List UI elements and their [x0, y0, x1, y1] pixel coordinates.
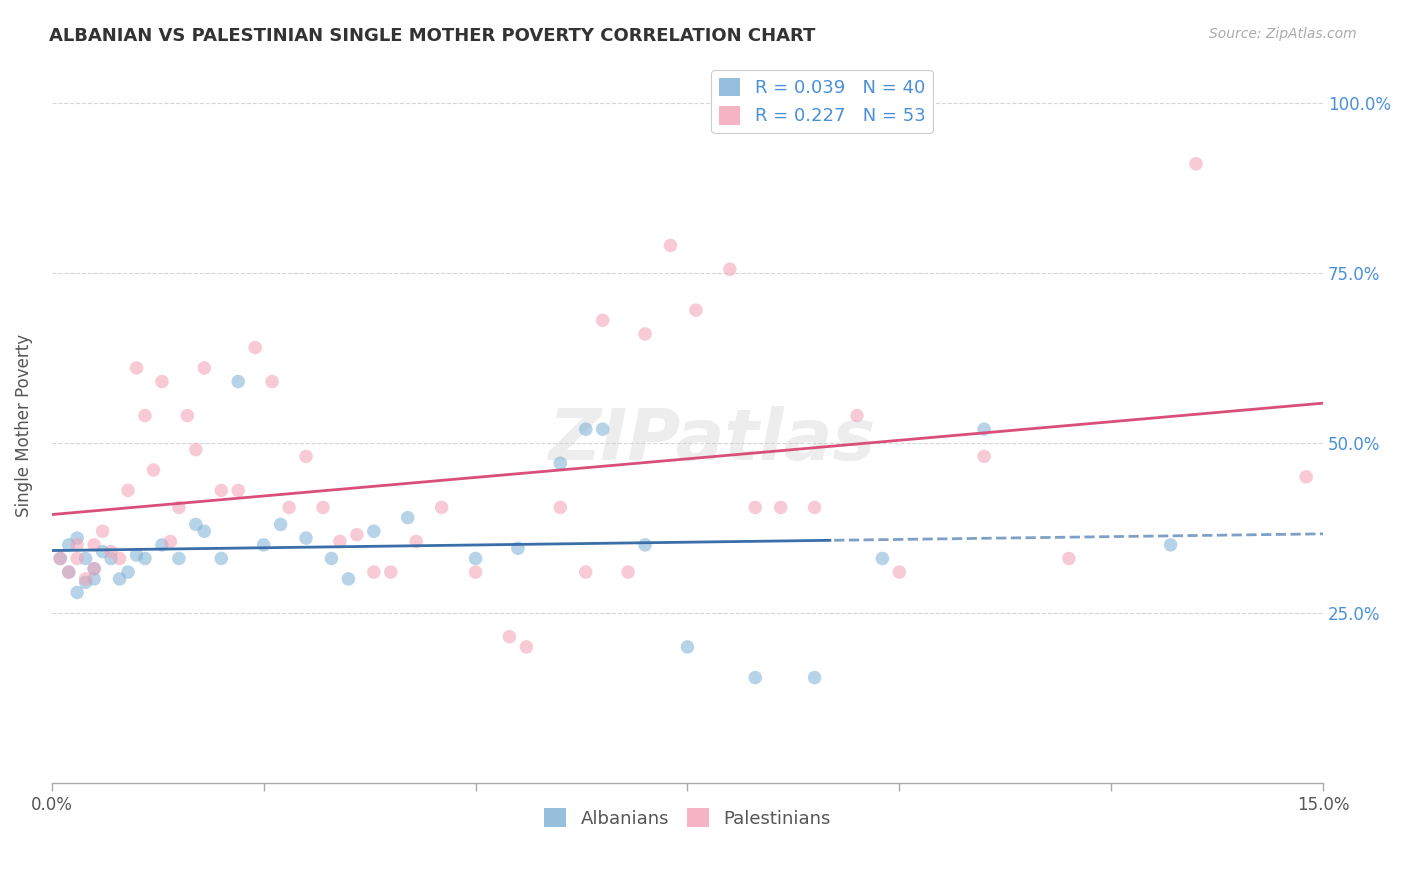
Point — [75, 572, 97, 586]
Point — [363, 524, 385, 539]
Point — [100, 551, 122, 566]
Point — [278, 500, 301, 515]
Point — [134, 551, 156, 566]
Point — [150, 538, 173, 552]
Point — [550, 500, 572, 515]
Point — [167, 551, 190, 566]
Point — [262, 375, 284, 389]
Point — [744, 500, 766, 515]
Point — [253, 538, 276, 552]
Point — [100, 544, 122, 558]
Point — [744, 671, 766, 685]
Point — [515, 640, 537, 654]
Point — [312, 500, 335, 515]
Point — [1185, 157, 1208, 171]
Point — [396, 510, 419, 524]
Point — [209, 551, 232, 566]
Point — [846, 409, 869, 423]
Point — [83, 562, 105, 576]
Point — [363, 565, 385, 579]
Point — [167, 500, 190, 515]
Point — [676, 640, 699, 654]
Point — [380, 565, 402, 579]
Point — [150, 375, 173, 389]
Text: Source: ZipAtlas.com: Source: ZipAtlas.com — [1209, 27, 1357, 41]
Point — [91, 524, 114, 539]
Point — [66, 585, 89, 599]
Point — [321, 551, 343, 566]
Point — [889, 565, 911, 579]
Point — [125, 360, 148, 375]
Point — [1057, 551, 1080, 566]
Point — [973, 422, 995, 436]
Point — [872, 551, 894, 566]
Point — [58, 565, 80, 579]
Point — [464, 565, 486, 579]
Point — [575, 565, 598, 579]
Point — [1295, 470, 1317, 484]
Point — [769, 500, 792, 515]
Point — [159, 534, 181, 549]
Point — [49, 551, 72, 566]
Point — [83, 572, 105, 586]
Point — [142, 463, 165, 477]
Point — [83, 562, 105, 576]
Point — [575, 422, 598, 436]
Point — [634, 538, 657, 552]
Point — [718, 262, 741, 277]
Point — [329, 534, 352, 549]
Point — [337, 572, 360, 586]
Point — [193, 360, 215, 375]
Point — [108, 551, 131, 566]
Point — [634, 326, 657, 341]
Point — [117, 565, 139, 579]
Point — [617, 565, 640, 579]
Point — [184, 517, 207, 532]
Point — [803, 500, 825, 515]
Point — [91, 544, 114, 558]
Point — [176, 409, 198, 423]
Point — [405, 534, 427, 549]
Point — [75, 575, 97, 590]
Point — [592, 422, 614, 436]
Point — [226, 483, 249, 498]
Point — [659, 238, 682, 252]
Point — [973, 450, 995, 464]
Y-axis label: Single Mother Poverty: Single Mother Poverty — [15, 334, 32, 517]
Point — [66, 538, 89, 552]
Point — [464, 551, 486, 566]
Point — [498, 630, 520, 644]
Point — [295, 531, 318, 545]
Point — [75, 551, 97, 566]
Text: ALBANIAN VS PALESTINIAN SINGLE MOTHER POVERTY CORRELATION CHART: ALBANIAN VS PALESTINIAN SINGLE MOTHER PO… — [49, 27, 815, 45]
Point — [506, 541, 529, 556]
Point — [243, 341, 266, 355]
Point — [295, 450, 318, 464]
Point — [66, 531, 89, 545]
Point — [592, 313, 614, 327]
Point — [270, 517, 292, 532]
Point — [49, 551, 72, 566]
Point — [226, 375, 249, 389]
Point — [117, 483, 139, 498]
Point — [1160, 538, 1182, 552]
Point — [209, 483, 232, 498]
Point — [430, 500, 453, 515]
Point — [550, 456, 572, 470]
Point — [125, 548, 148, 562]
Point — [193, 524, 215, 539]
Point — [66, 551, 89, 566]
Point — [184, 442, 207, 457]
Point — [134, 409, 156, 423]
Point — [346, 527, 368, 541]
Point — [58, 538, 80, 552]
Point — [108, 572, 131, 586]
Point — [685, 303, 707, 318]
Point — [83, 538, 105, 552]
Legend: Albanians, Palestinians: Albanians, Palestinians — [537, 801, 838, 835]
Point — [803, 671, 825, 685]
Text: ZIPatlas: ZIPatlas — [550, 406, 876, 475]
Point — [58, 565, 80, 579]
